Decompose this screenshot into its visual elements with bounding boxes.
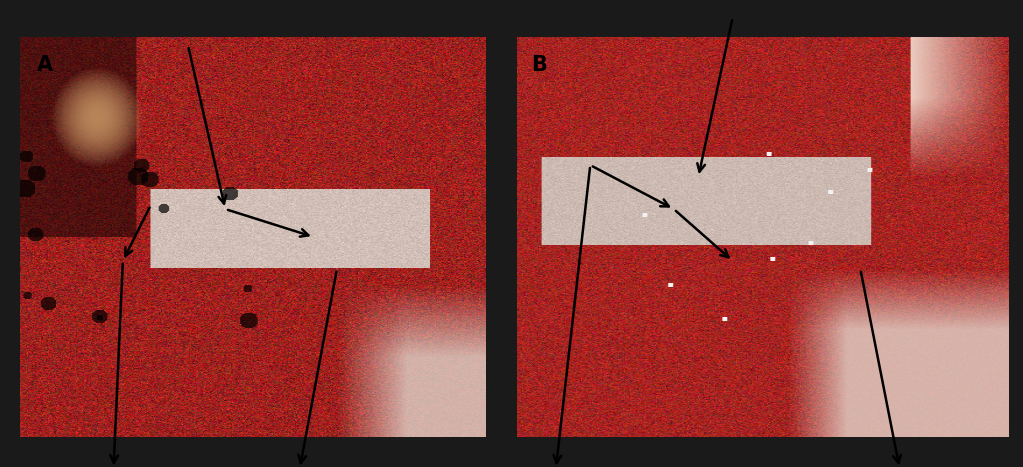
Text: A: A <box>37 55 53 75</box>
Text: B: B <box>531 55 547 75</box>
